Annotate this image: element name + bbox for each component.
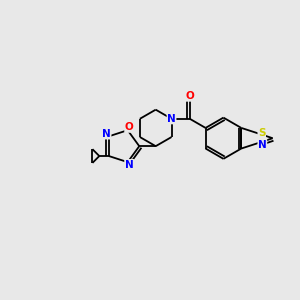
Text: N: N bbox=[258, 140, 267, 149]
Text: S: S bbox=[258, 128, 266, 138]
Text: N: N bbox=[102, 129, 111, 139]
Text: N: N bbox=[125, 160, 134, 170]
Text: O: O bbox=[125, 122, 134, 132]
Text: N: N bbox=[167, 114, 176, 124]
Text: O: O bbox=[185, 91, 194, 101]
